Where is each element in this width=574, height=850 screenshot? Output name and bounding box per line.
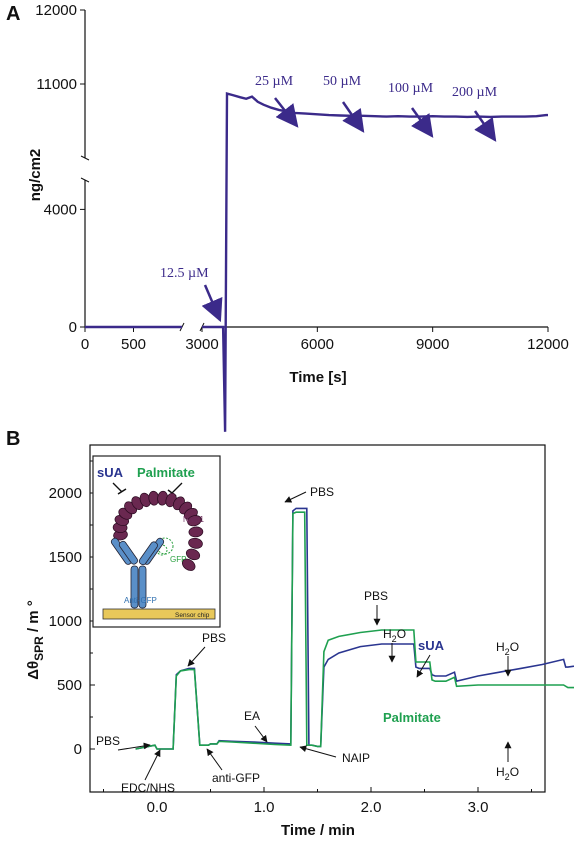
panel-b-y-tick-label: 1000	[49, 613, 82, 630]
arrow-50-um	[341, 101, 365, 133]
panel-a-y-break-mark-1	[80, 155, 90, 161]
panel-a-x-tick-label: 3000	[185, 336, 218, 353]
panel-b-y-axis-title: ΔθSPR / m °	[25, 600, 46, 680]
panel-b-x-tick-label: 2.0	[361, 799, 382, 816]
arrow-naip	[299, 745, 337, 758]
naip1-bead	[188, 537, 203, 549]
inset-schematic: sUA Palmitate Naip1 GFP Anti-GFP Sensor …	[92, 455, 221, 628]
sensor-chip	[102, 608, 216, 620]
panel-b-x-tick-label: 3.0	[468, 799, 489, 816]
panel-a-chart: 0 500 3000 6000 9000 12000 0 4000 11000 12000	[35, 2, 569, 432]
naip1-protein	[112, 490, 204, 571]
annotation-50-um: 50 µM	[323, 74, 362, 89]
arrow-200-um	[473, 110, 497, 142]
annotation-edc-nhs: EDC/NHS	[121, 781, 175, 795]
panel-b-x-tick-label: 1.0	[254, 799, 275, 816]
inset-naip1-label: Naip1	[183, 515, 204, 524]
naip1-bead	[181, 558, 196, 571]
inset-sensor-chip-label: Sensor chip	[175, 612, 210, 619]
panel-label-a: A	[6, 3, 20, 25]
annotation-pbs-3: PBS	[310, 485, 334, 499]
panel-b-y-tick-label: 500	[57, 677, 82, 694]
annotation-h2o-1: H2O	[383, 627, 406, 644]
panel-a-x-tick-label: 500	[121, 336, 146, 353]
arrow-pbs-1	[117, 742, 151, 751]
annotation-200-um: 200 µM	[452, 85, 498, 100]
inset-palmitate-label: Palmitate	[137, 465, 195, 480]
panel-a-y-break-mark-2	[80, 177, 90, 183]
inset-gfp-label: GFP	[170, 555, 186, 564]
annotation-h2o-2: H2O	[496, 640, 519, 657]
annotation-pbs-2: PBS	[202, 631, 226, 645]
arrow-sua	[416, 654, 431, 678]
naip1-bead	[188, 526, 204, 538]
inset-inhibit-bar-1	[117, 488, 127, 495]
panel-a-x-tick-label: 6000	[301, 336, 334, 353]
panel-b-x-tick-label: 0.0	[147, 799, 168, 816]
naip1-bead	[185, 548, 201, 561]
annotation-h2o-3: H2O	[496, 765, 519, 782]
panel-a-y-axis-title: ng/cm2	[27, 149, 44, 202]
arrow-100-um	[410, 107, 434, 138]
antibody-shape	[110, 537, 165, 609]
panel-b-series-line-palmitate	[135, 511, 574, 750]
inset-anti-gfp-label: Anti-GFP	[124, 596, 157, 605]
panel-b-y-tick-label: 2000	[49, 485, 82, 502]
annotation-pbs-4: PBS	[364, 589, 388, 603]
arrow-25-um	[274, 97, 299, 128]
naip1-bead	[187, 515, 202, 527]
panel-a-y-tick-label: 12000	[35, 2, 77, 19]
panel-b-x-axis-title: Time / min	[281, 822, 355, 839]
panel-a-x-axis-title: Time [s]	[289, 369, 346, 386]
inset-sua-label: sUA	[97, 465, 124, 480]
annotation-naip: NAIP	[342, 751, 370, 765]
panel-label-b: B	[6, 428, 20, 450]
arrow-anti-gfp	[206, 748, 223, 771]
panel-a-series-line-right	[202, 92, 548, 432]
panel-a-y-tick-label: 11000	[36, 76, 77, 93]
annotation-sua: sUA	[418, 638, 445, 653]
panel-b-y-tick-label: 1500	[49, 549, 82, 566]
arrow-ea	[254, 725, 268, 743]
annotation-pbs-1: PBS	[96, 734, 120, 748]
arrow-12-5-um	[201, 284, 223, 323]
annotation-palmitate: Palmitate	[383, 710, 441, 725]
panel-a-x-tick-label: 12000	[527, 336, 569, 353]
inset-inhibit-line-2	[171, 482, 183, 494]
annotation-12-5-um: 12.5 µM	[160, 266, 209, 281]
annotation-ea: EA	[244, 709, 260, 723]
annotation-100-um: 100 µM	[388, 81, 434, 96]
arrow-pbs-3	[284, 491, 307, 503]
arrow-edc-nhs	[144, 749, 161, 781]
panel-a-y-tick-label: 0	[69, 319, 77, 336]
inset-inhibit-line-1	[112, 482, 123, 493]
panel-a-x-tick-label: 9000	[416, 336, 449, 353]
panel-a-y-tick-label: 4000	[44, 201, 77, 218]
panel-b-y-tick-label: 0	[74, 741, 82, 758]
annotation-anti-gfp: anti-GFP	[212, 771, 260, 785]
arrow-pbs-2	[187, 646, 206, 667]
panel-a-x-tick-label: 0	[81, 336, 89, 353]
annotation-25-um: 25 µM	[255, 74, 294, 89]
